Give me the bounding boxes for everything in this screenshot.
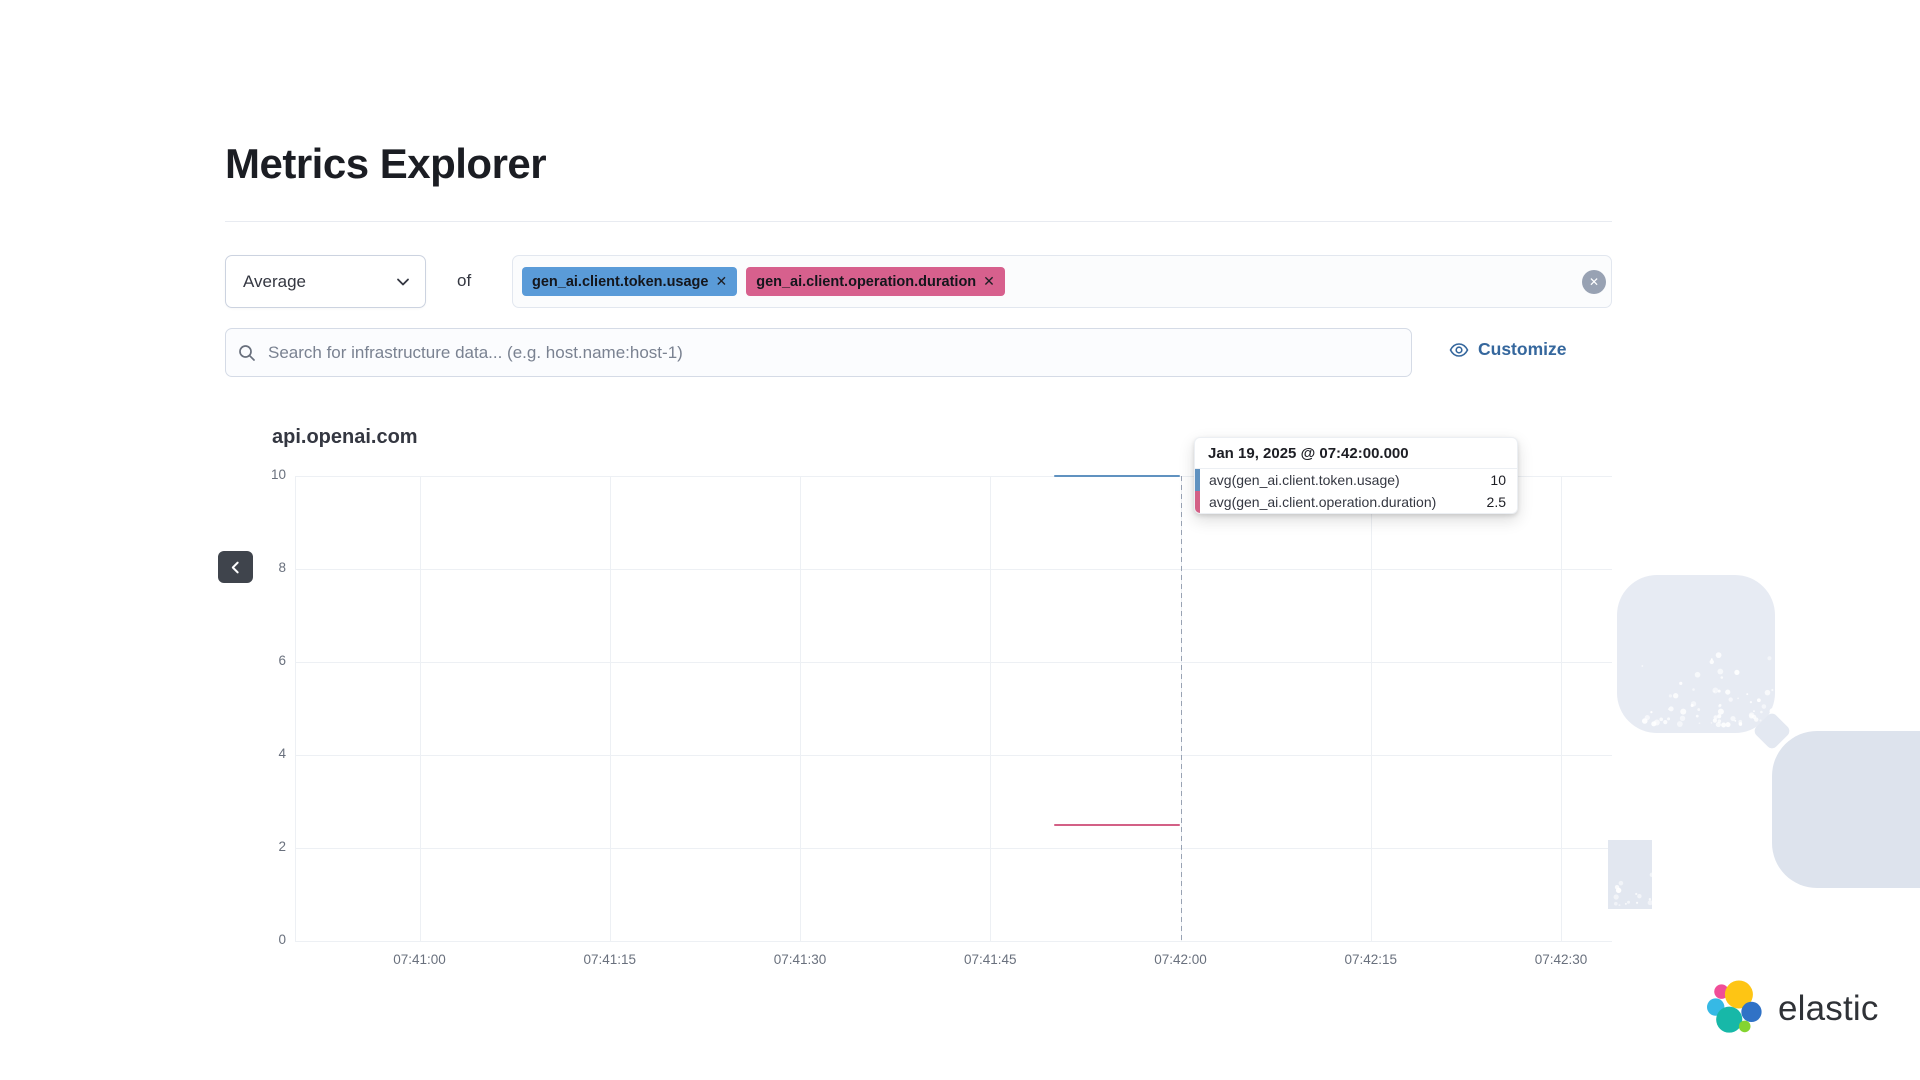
x-axis-tick-label: 07:41:45 (963, 952, 1017, 967)
chevron-left-icon (229, 561, 242, 574)
x-axis-tick-label: 07:42:30 (1534, 952, 1588, 967)
y-axis-tick-label: 2 (278, 839, 286, 854)
aggregation-value: Average (243, 271, 307, 291)
customize-button[interactable]: Customize (1449, 339, 1566, 360)
tooltip-series-color-swatch (1195, 491, 1200, 513)
metric-badge-label: gen_ai.client.token.usage (532, 273, 709, 290)
x-axis-tick-label: 07:42:00 (1154, 952, 1207, 967)
series-line-token-usage (1053, 475, 1181, 477)
y-axis-tick-label: 4 (278, 746, 286, 761)
chart-tooltip: Jan 19, 2025 @ 07:42:00.000 avg(gen_ai.c… (1194, 437, 1518, 514)
tooltip-series-label: avg(gen_ai.client.operation.duration) (1209, 494, 1437, 510)
chevron-down-icon (395, 274, 411, 290)
eye-icon (1449, 340, 1469, 360)
chart-title: api.openai.com (272, 426, 418, 448)
decorative-speckled-rect (1608, 840, 1652, 909)
y-gridline (295, 941, 1612, 942)
x-gridline (609, 476, 611, 941)
metric-badge-label: gen_ai.client.operation.duration (756, 273, 977, 290)
x-axis-tick-label: 07:41:30 (773, 952, 827, 967)
elastic-logo-label: elastic (1778, 989, 1879, 1028)
y-gridline (295, 755, 1612, 756)
clear-metrics-icon[interactable]: ✕ (1582, 270, 1606, 294)
crosshair-line (1180, 476, 1182, 941)
tooltip-series-label: avg(gen_ai.client.token.usage) (1209, 472, 1400, 488)
of-label: of (457, 271, 472, 290)
y-axis-tick-label: 8 (278, 560, 286, 575)
metric-badge[interactable]: gen_ai.client.operation.duration ✕ (746, 267, 1005, 296)
tooltip-row: avg(gen_ai.client.operation.duration) 2.5 (1195, 491, 1517, 513)
x-axis-tick-label: 07:42:15 (1344, 952, 1398, 967)
y-axis-tick-label: 0 (278, 932, 286, 947)
y-axis-tick-label: 6 (278, 653, 286, 668)
tooltip-timestamp: Jan 19, 2025 @ 07:42:00.000 (1195, 438, 1517, 469)
remove-metric-icon[interactable]: ✕ (983, 273, 995, 289)
y-gridline (295, 476, 1612, 477)
collapse-panel-button[interactable] (218, 551, 253, 583)
search-bar[interactable] (225, 328, 1412, 377)
y-axis-tick-label: 10 (270, 467, 286, 482)
tooltip-series-value: 10 (1490, 472, 1506, 488)
search-input[interactable] (266, 341, 1399, 364)
search-icon (238, 344, 256, 362)
y-gridline (295, 662, 1612, 663)
title-divider (225, 221, 1612, 222)
y-gridline (295, 848, 1612, 849)
x-gridline (1561, 476, 1562, 941)
tooltip-series-color-swatch (1195, 469, 1200, 491)
remove-metric-icon[interactable]: ✕ (715, 273, 728, 289)
series-line-operation-duration (1053, 823, 1181, 826)
decorative-rounded-square (1772, 731, 1920, 888)
tooltip-row: avg(gen_ai.client.token.usage) 10 (1195, 469, 1517, 491)
elastic-logo: elastic (1707, 980, 1879, 1038)
x-axis-tick-label: 07:41:15 (583, 952, 637, 967)
elastic-logo-icon (1707, 980, 1765, 1038)
x-gridline (419, 476, 421, 941)
tooltip-series-value: 2.5 (1486, 494, 1506, 510)
x-gridline (1370, 476, 1372, 941)
page-title: Metrics Explorer (225, 140, 547, 187)
aggregation-select[interactable]: Average (225, 255, 426, 308)
y-gridline (295, 569, 1612, 570)
x-axis-tick-label: 07:41:00 (393, 952, 446, 967)
customize-label: Customize (1478, 339, 1567, 359)
metric-badge[interactable]: gen_ai.client.token.usage ✕ (522, 267, 738, 296)
decorative-rounded-square (1617, 575, 1775, 733)
metrics-combo-field[interactable]: gen_ai.client.token.usage ✕ gen_ai.client.… (512, 255, 1612, 308)
x-gridline (800, 476, 801, 941)
y-axis-line (295, 476, 296, 941)
x-gridline (990, 476, 992, 941)
